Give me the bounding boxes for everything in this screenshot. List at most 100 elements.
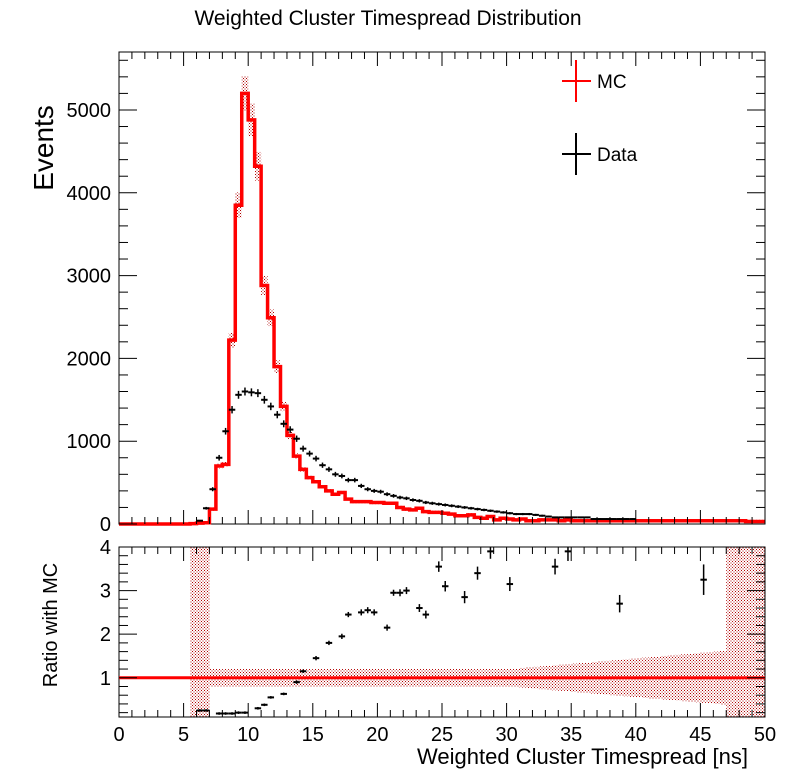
data-point — [332, 471, 339, 477]
y-tick-label: 1000 — [67, 431, 112, 453]
ratio-point — [416, 604, 423, 612]
x-tick-label: 5 — [178, 724, 189, 746]
legend-item-data: Data — [562, 133, 638, 175]
data-point — [571, 516, 578, 519]
data-point — [519, 512, 526, 516]
ratio-point — [293, 680, 300, 684]
data-point — [409, 498, 417, 502]
x-tick-label: 15 — [302, 724, 324, 746]
ratio-point — [403, 587, 410, 595]
ratio-band-bin — [726, 547, 733, 717]
data-point — [454, 505, 462, 509]
ratio-band-bin — [752, 547, 759, 717]
data-point — [254, 389, 262, 398]
mc-histogram — [119, 91, 765, 526]
top-panel: 0 1000 2000 3000 4000 5000 Events MC Data — [28, 51, 766, 536]
ratio-band-bin — [190, 547, 197, 717]
data-point — [228, 406, 236, 414]
ratio-point — [299, 669, 307, 673]
data-point — [590, 518, 598, 521]
data-point — [403, 496, 410, 501]
ratio-band-bin — [739, 547, 746, 717]
y-axis-label-ratio: Ratio with MC — [40, 563, 62, 687]
data-point — [506, 512, 514, 515]
x-tick-label: 35 — [560, 724, 582, 746]
data-point — [396, 495, 404, 500]
data-point — [215, 454, 223, 461]
ratio-band-bin — [732, 547, 740, 717]
ratio-points — [196, 547, 707, 715]
data-point — [364, 487, 371, 492]
data-point — [416, 499, 423, 503]
data-point — [312, 455, 320, 462]
legend-item-mc: MC — [562, 60, 627, 102]
ratio-point — [435, 561, 442, 572]
data-point — [351, 477, 359, 483]
data-point — [461, 506, 468, 509]
data-point — [299, 445, 307, 452]
data-point — [286, 426, 294, 433]
data-point — [435, 502, 442, 506]
data-point — [525, 512, 533, 516]
data-point — [577, 516, 585, 519]
x-tick-label: 45 — [689, 724, 711, 746]
ratio-point — [506, 577, 514, 592]
ratio-point — [364, 607, 371, 614]
legend-label-data: Data — [597, 145, 638, 166]
bottom-y-axis: 1 2 3 4 — [100, 537, 765, 714]
data-point — [338, 473, 346, 479]
ratio-point — [461, 591, 468, 604]
top-plot-frame — [118, 51, 766, 525]
ratio-point — [474, 566, 481, 580]
mc-error-band — [190, 76, 765, 524]
data-point — [370, 488, 378, 493]
x-tick-label: 30 — [495, 724, 517, 746]
ratio-point — [338, 633, 346, 639]
ratio-y-tick-label: 3 — [100, 581, 111, 603]
ratio-point — [383, 624, 391, 631]
data-point — [280, 420, 287, 428]
data-point — [325, 466, 333, 472]
ratio-band-bin — [745, 547, 753, 717]
ratio-point — [487, 547, 494, 559]
ratio-point — [241, 711, 249, 714]
data-point — [196, 519, 203, 522]
data-point — [513, 512, 520, 516]
ratio-point — [280, 692, 287, 696]
ratio-point — [345, 611, 352, 618]
ratio-point — [261, 703, 268, 707]
ratio-point — [422, 610, 430, 619]
ratio-point — [215, 712, 223, 715]
x-tick-label: 50 — [754, 724, 776, 746]
ratio-y-tick-label: 4 — [100, 537, 111, 559]
ratio-band-bin — [196, 547, 203, 717]
data-point — [474, 507, 481, 511]
data-point — [584, 516, 591, 519]
y-tick-label: 3000 — [67, 266, 112, 288]
data-point — [480, 508, 488, 512]
data-point — [493, 510, 501, 513]
ratio-point — [312, 655, 320, 661]
y-tick-label: 5000 — [67, 100, 112, 122]
x-tick-label: 40 — [625, 724, 647, 746]
data-point — [261, 395, 268, 404]
data-point — [609, 518, 617, 521]
data-point — [616, 518, 623, 521]
x-tick-label: 0 — [113, 724, 124, 746]
ratio-point — [564, 547, 572, 561]
legend-label-mc: MC — [597, 72, 627, 93]
ratio-point — [358, 609, 365, 616]
data-point — [274, 411, 281, 419]
ratio-point — [390, 589, 397, 596]
ratio-point — [254, 706, 262, 710]
mc-step-line — [119, 91, 765, 526]
legend: MC Data — [562, 60, 638, 175]
y-tick-label: 0 — [100, 514, 111, 536]
data-point — [306, 450, 313, 457]
x-tick-label: 25 — [431, 724, 453, 746]
ratio-point — [325, 640, 333, 646]
data-point — [629, 518, 636, 521]
top-x-axis — [118, 52, 766, 524]
